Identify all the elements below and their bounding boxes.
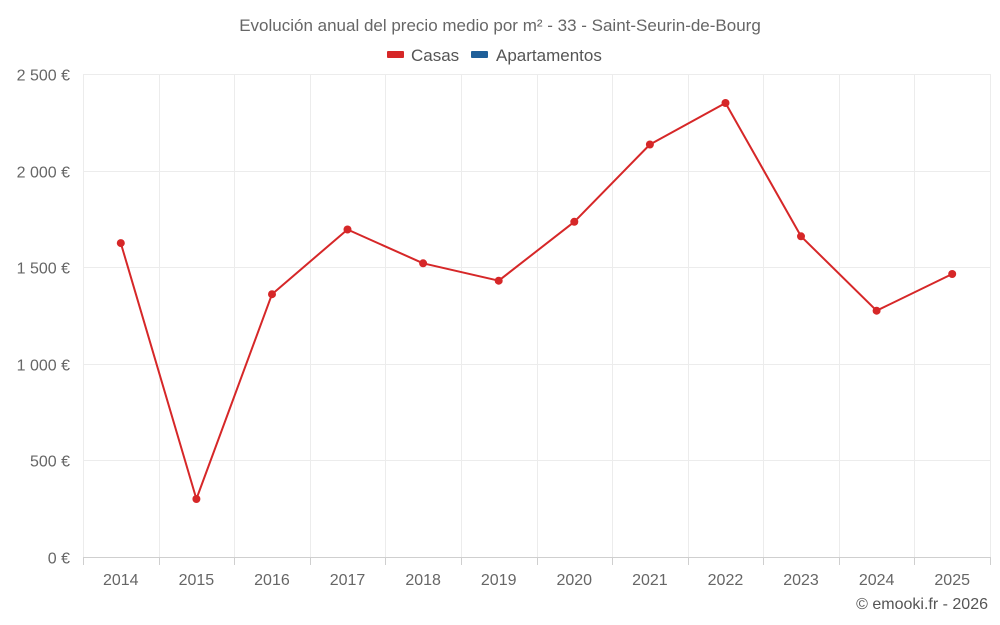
x-tick-label: 2023 <box>783 572 819 589</box>
data-point-casas[interactable] <box>645 140 654 149</box>
chart-title: Evolución anual del precio medio por m² … <box>239 16 761 35</box>
x-tick-label: 2024 <box>859 572 895 589</box>
legend-swatch-apartamentos <box>471 51 488 58</box>
y-tick-label: 0 € <box>48 551 70 568</box>
legend-label-casas: Casas <box>411 46 459 65</box>
legend-item-apartamentos[interactable]: Apartamentos <box>471 46 602 65</box>
x-gridlines <box>83 74 991 557</box>
series-line-casas <box>119 102 953 500</box>
legend-item-casas[interactable]: Casas <box>387 46 459 65</box>
x-tick-label: 2018 <box>405 572 441 589</box>
x-tick-label: 2016 <box>254 572 290 589</box>
x-tick-label: 2022 <box>708 572 744 589</box>
data-point-casas[interactable] <box>192 495 201 503</box>
data-point-casas[interactable] <box>570 217 579 226</box>
y-tick-label: 2 500 € <box>17 68 70 85</box>
y-tick-label: 1 500 € <box>17 261 70 278</box>
x-tick-label: 2017 <box>330 572 366 589</box>
data-point-casas[interactable] <box>948 270 957 278</box>
x-tick-label: 2020 <box>556 572 592 589</box>
legend-label-apartamentos: Apartamentos <box>496 46 602 65</box>
y-gridlines <box>83 74 990 461</box>
data-point-casas[interactable] <box>797 232 805 241</box>
y-axis-ticks: 0 € 500 € 1 000 € 1 500 € 2 000 € 2 500 € <box>17 68 70 568</box>
data-point-casas[interactable] <box>419 259 428 268</box>
data-point-casas[interactable] <box>721 99 730 107</box>
y-tick-label: 2 000 € <box>17 165 70 182</box>
x-tick-label: 2015 <box>179 572 215 589</box>
series-layer <box>116 99 957 503</box>
x-tick-label: 2021 <box>632 572 668 589</box>
x-tick-label: 2014 <box>103 572 139 589</box>
y-tick-label: 500 € <box>30 454 70 471</box>
data-point-casas[interactable] <box>268 290 276 299</box>
data-point-casas[interactable] <box>116 239 125 248</box>
legend: Casas Apartamentos <box>387 46 602 65</box>
y-tick-label: 1 000 € <box>17 358 70 375</box>
x-tick-label: 2025 <box>934 572 970 589</box>
data-point-casas[interactable] <box>494 276 503 285</box>
data-point-casas[interactable] <box>872 306 881 315</box>
credit-text: © emooki.fr - 2026 <box>856 596 988 613</box>
x-tick-label: 2019 <box>481 572 517 589</box>
data-point-casas[interactable] <box>343 225 352 234</box>
x-axis-ticks: 2014 2015 2016 2017 2018 2019 2020 2021 2022 2023… <box>83 557 991 589</box>
legend-swatch-casas <box>387 51 404 58</box>
